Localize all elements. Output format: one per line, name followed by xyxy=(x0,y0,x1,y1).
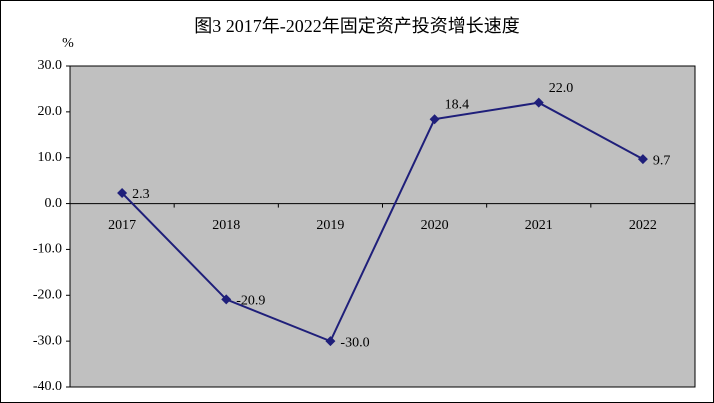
line xyxy=(121,101,644,343)
plot-area xyxy=(69,65,696,388)
x-tick-label: 2018 xyxy=(212,218,240,233)
data-label: 2.3 xyxy=(132,187,150,202)
y-unit: % xyxy=(62,36,74,51)
data-label: 22.0 xyxy=(549,81,574,96)
chart-title: 图3 2017年-2022年固定资产投资增长速度 xyxy=(194,16,520,36)
data-label: -30.0 xyxy=(340,335,369,350)
data-label: -20.9 xyxy=(236,294,265,309)
y-tick-label: -10.0 xyxy=(33,242,62,257)
marker xyxy=(429,114,440,125)
x-tick-label: 2022 xyxy=(629,218,657,233)
data-label: 18.4 xyxy=(445,97,470,112)
x-tick-label: 2021 xyxy=(525,218,553,233)
marker xyxy=(325,336,336,347)
x-tick-label: 2019 xyxy=(316,218,344,233)
x-tick-label: 2020 xyxy=(421,218,449,233)
y-tick-label: 0.0 xyxy=(45,196,63,211)
y-tick-label: 20.0 xyxy=(38,104,63,119)
marker xyxy=(221,294,232,305)
y-tick-label: 30.0 xyxy=(38,58,63,73)
y-tick-label: -20.0 xyxy=(33,288,62,303)
x-tick-label: 2017 xyxy=(108,218,136,233)
y-tick-label: -40.0 xyxy=(33,379,62,394)
y-tick-label: 10.0 xyxy=(38,150,63,165)
y-tick-label: -30.0 xyxy=(33,333,62,348)
marker xyxy=(637,154,648,165)
data-label: 9.7 xyxy=(653,153,671,168)
marker xyxy=(533,97,544,108)
marker xyxy=(117,188,128,199)
